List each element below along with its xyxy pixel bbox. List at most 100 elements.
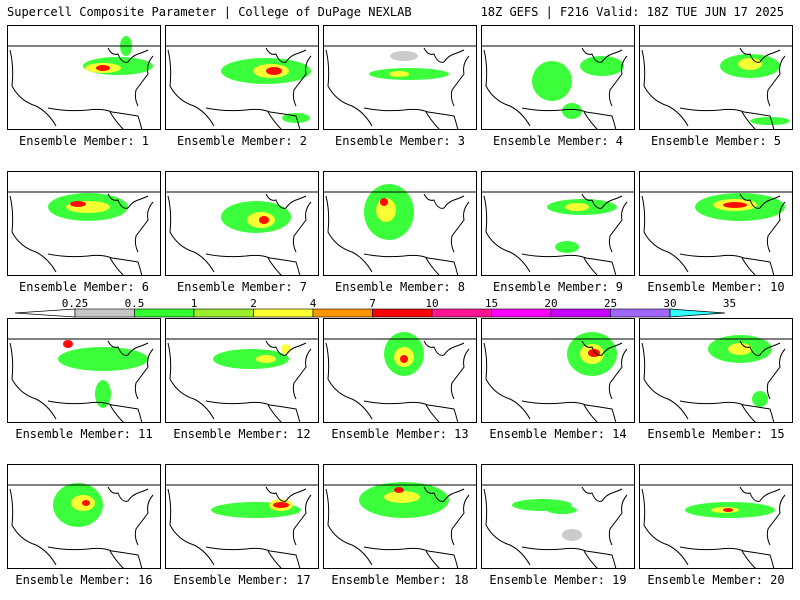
ensemble-map-4 <box>481 25 635 130</box>
basemap-outline <box>8 45 160 129</box>
legend-tick-label: 0.5 <box>125 297 145 310</box>
ensemble-member-label: Ensemble Member: 15 <box>647 427 785 441</box>
legend-arrow-left <box>14 308 76 318</box>
ensemble-map-16 <box>7 464 161 569</box>
ensemble-member-label: Ensemble Member: 18 <box>331 573 469 587</box>
legend-swatch <box>312 308 373 318</box>
scp-field <box>211 499 301 518</box>
basemap-outline <box>482 45 634 129</box>
legend-swatch <box>193 308 254 318</box>
legend-swatch <box>491 308 552 318</box>
ensemble-map-15 <box>639 318 793 423</box>
ensemble-member-label: Ensemble Member: 16 <box>15 573 153 587</box>
legend-tick-label: 35 <box>723 297 736 310</box>
scp-field <box>221 58 311 123</box>
scp-field <box>221 201 291 233</box>
ensemble-map-19 <box>481 464 635 569</box>
ensemble-map-9 <box>481 171 635 276</box>
basemap-outline <box>8 191 160 275</box>
basemap-outline <box>166 484 318 568</box>
scp-field <box>48 193 128 221</box>
legend-swatch <box>610 308 671 318</box>
ensemble-member-label: Ensemble Member: 17 <box>173 573 311 587</box>
legend-tick-label: 7 <box>369 297 376 310</box>
legend-arrow-right <box>669 308 726 318</box>
basemap-outline <box>324 45 476 129</box>
legend-swatch <box>372 308 433 318</box>
valid-time: 18Z GEFS | F216 Valid: 18Z TUE JUN 17 20… <box>480 5 784 19</box>
scp-field <box>359 482 449 518</box>
ensemble-map-7 <box>165 171 319 276</box>
ensemble-map-10 <box>639 171 793 276</box>
legend-swatch <box>134 308 195 318</box>
legend-tick-label: 20 <box>544 297 557 310</box>
ensemble-member-label: Ensemble Member: 19 <box>489 573 627 587</box>
basemap-outline <box>8 484 160 568</box>
scp-field <box>213 344 291 369</box>
legend-tick-label: 10 <box>425 297 438 310</box>
ensemble-member-label: Ensemble Member: 6 <box>18 280 150 294</box>
ensemble-map-8 <box>323 171 477 276</box>
ensemble-member-label: Ensemble Member: 10 <box>647 280 785 294</box>
ensemble-member-label: Ensemble Member: 11 <box>15 427 153 441</box>
ensemble-map-13 <box>323 318 477 423</box>
ensemble-map-6 <box>7 171 161 276</box>
legend-tick-label: 25 <box>604 297 617 310</box>
ensemble-member-label: Ensemble Member: 4 <box>492 134 624 148</box>
scp-field <box>720 54 790 125</box>
ensemble-member-label: Ensemble Member: 8 <box>334 280 466 294</box>
basemap-outline <box>166 191 318 275</box>
basemap-outline <box>8 338 160 422</box>
ensemble-member-label: Ensemble Member: 2 <box>176 134 308 148</box>
ensemble-map-5 <box>639 25 793 130</box>
scp-field <box>384 332 424 376</box>
scp-field <box>547 199 617 253</box>
scp-field <box>369 51 449 80</box>
color-legend: 0.25 0.5 1 2 4 7 10 15 20 25 30 35 <box>14 297 736 318</box>
basemap-outline <box>482 484 634 568</box>
legend-tick-label: 0.25 <box>62 297 89 310</box>
basemap-outline <box>482 338 634 422</box>
legend-swatch <box>550 308 611 318</box>
map-title: Supercell Composite Parameter | College … <box>7 5 412 19</box>
basemap-outline <box>640 45 792 129</box>
legend-tick-label: 4 <box>310 297 317 310</box>
ensemble-map-20 <box>639 464 793 569</box>
basemap-outline <box>640 484 792 568</box>
basemap-outline <box>166 45 318 129</box>
basemap-outline <box>324 191 476 275</box>
basemap-outline <box>640 338 792 422</box>
ensemble-member-label: Ensemble Member: 20 <box>647 573 785 587</box>
scp-field <box>708 335 772 407</box>
legend-tick-label: 1 <box>191 297 198 310</box>
basemap-outline <box>640 191 792 275</box>
legend-swatch <box>431 308 492 318</box>
legend-swatch <box>253 308 314 318</box>
basemap-outline <box>482 191 634 275</box>
basemap-outline <box>166 338 318 422</box>
scp-field <box>512 499 582 541</box>
ensemble-member-label: Ensemble Member: 13 <box>331 427 469 441</box>
ensemble-member-label: Ensemble Member: 12 <box>173 427 311 441</box>
ensemble-member-label: Ensemble Member: 1 <box>18 134 150 148</box>
scp-field <box>58 340 148 408</box>
basemap-outline <box>324 484 476 568</box>
ensemble-member-label: Ensemble Member: 14 <box>489 427 627 441</box>
legend-swatch <box>74 308 135 318</box>
ensemble-member-label: Ensemble Member: 7 <box>176 280 308 294</box>
ensemble-map-2 <box>165 25 319 130</box>
scp-field <box>532 56 624 119</box>
ensemble-map-12 <box>165 318 319 423</box>
scp-field <box>685 502 775 518</box>
ensemble-map-17 <box>165 464 319 569</box>
ensemble-map-3 <box>323 25 477 130</box>
ensemble-map-18 <box>323 464 477 569</box>
ensemble-member-label: Ensemble Member: 5 <box>650 134 782 148</box>
ensemble-map-11 <box>7 318 161 423</box>
legend-tick-label: 2 <box>250 297 257 310</box>
basemap-outline <box>324 338 476 422</box>
ensemble-map-14 <box>481 318 635 423</box>
scp-field <box>83 36 153 75</box>
scp-field <box>364 184 414 240</box>
ensemble-map-1 <box>7 25 161 130</box>
